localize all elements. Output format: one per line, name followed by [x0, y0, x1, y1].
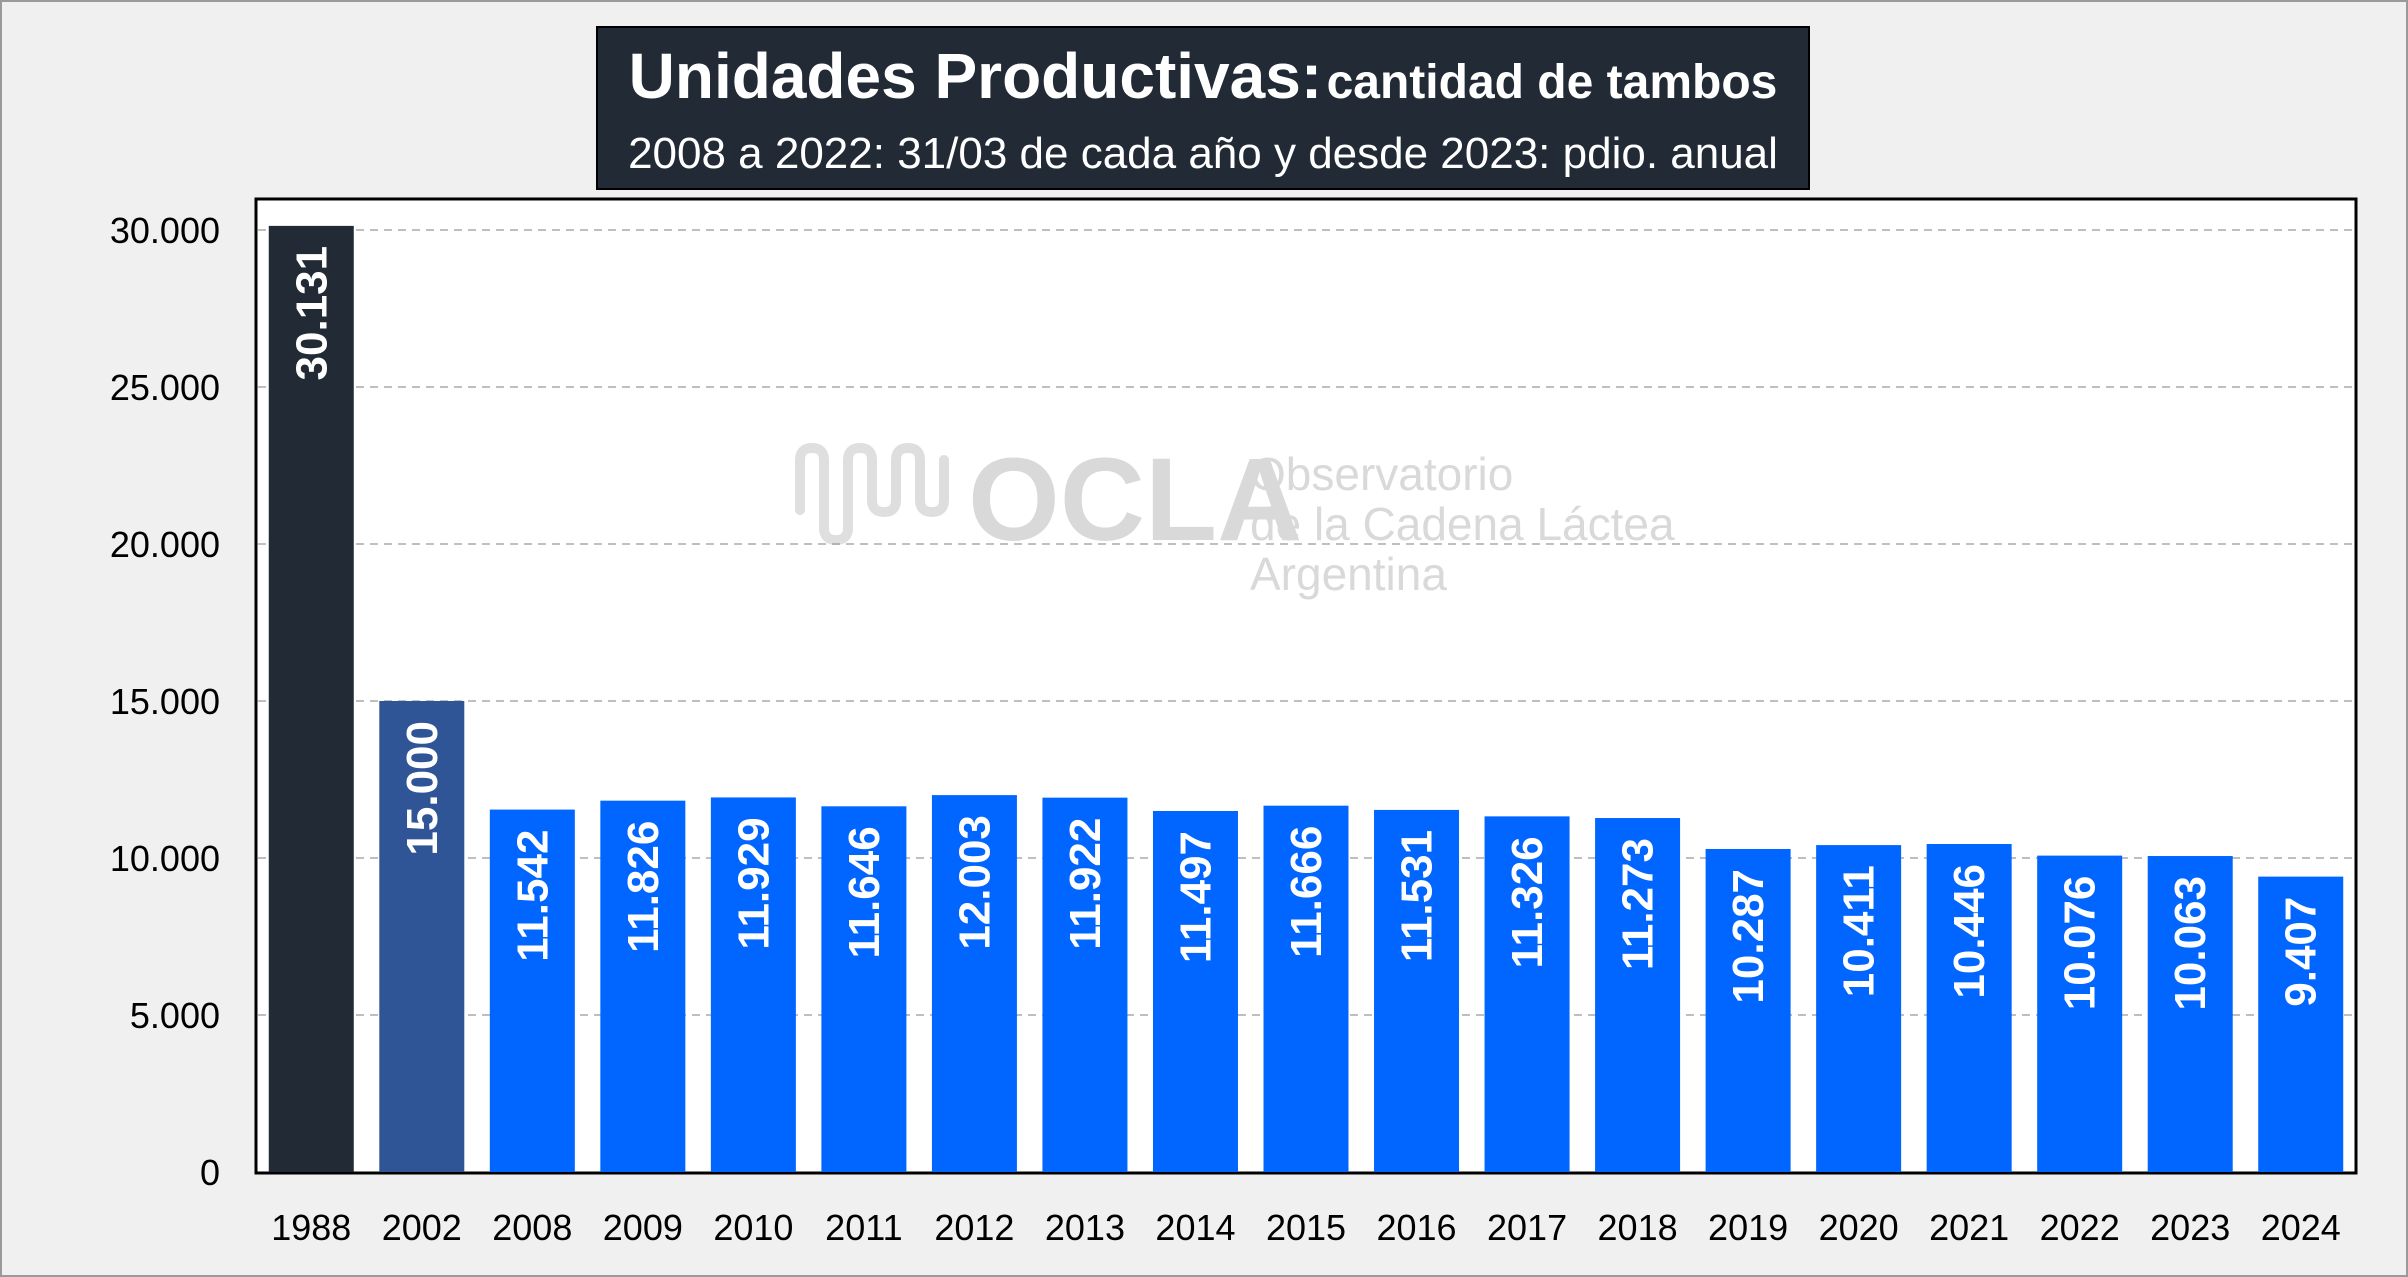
x-tick-label: 2020 — [1819, 1207, 1899, 1248]
bar-2016 — [1374, 809, 1460, 1172]
ocla-line-3: Argentina — [1250, 548, 1447, 600]
x-tick-label: 2014 — [1155, 1207, 1235, 1248]
bar-value-label: 11.531 — [1393, 830, 1442, 962]
x-tick-label: 2015 — [1266, 1207, 1346, 1248]
bar-2022 — [2037, 855, 2123, 1172]
x-tick-label: 2019 — [1708, 1207, 1788, 1248]
bars — [268, 225, 2344, 1172]
bar-value-label: 11.646 — [840, 826, 889, 958]
bar-value-label: 15.000 — [398, 721, 447, 856]
x-tick-label: 2024 — [2261, 1207, 2341, 1248]
bar-2014 — [1152, 810, 1238, 1172]
x-axis-ticks: 1988 2002 2008 2009 2010 2011 2012 2013 2014 2015… — [271, 1207, 2341, 1248]
bar-2013 — [1042, 797, 1128, 1172]
bar-value-label: 11.326 — [1503, 836, 1552, 968]
bar-value-label: 11.273 — [1614, 838, 1663, 970]
bar-value-label: 11.666 — [1282, 826, 1331, 958]
bar-2024 — [2258, 876, 2344, 1172]
x-tick-label: 2010 — [713, 1207, 793, 1248]
y-tick-label: 30.000 — [110, 210, 220, 251]
ocla-brand: OCLA — [968, 434, 1302, 566]
chart-subtitle: 2008 a 2022: 31/03 de cada año y desde 2… — [628, 129, 1778, 178]
y-tick-label: 0 — [200, 1152, 220, 1193]
bar-2010 — [710, 797, 796, 1172]
title-box: Unidades Productivas: cantidad de tambos… — [596, 26, 1810, 190]
bar-2019 — [1705, 848, 1791, 1172]
bar-value-label: 11.929 — [729, 817, 778, 949]
bar-value-label: 10.411 — [1835, 865, 1884, 997]
bar-2021 — [1926, 843, 2012, 1172]
x-tick-label: 2011 — [825, 1207, 902, 1248]
y-tick-label: 25.000 — [110, 367, 220, 408]
bar-2008 — [489, 809, 575, 1172]
x-tick-label: 2012 — [934, 1207, 1014, 1248]
x-tick-label: 1988 — [271, 1207, 351, 1248]
bar-value-label: 11.826 — [619, 821, 668, 953]
bar-value-label: 10.446 — [1945, 864, 1994, 999]
bar-2015 — [1263, 805, 1349, 1172]
data-labels: 30.131 15.000 11.542 11.826 11.929 11.646 12.0… — [287, 246, 2325, 1011]
x-tick-label: 2021 — [1929, 1207, 2009, 1248]
bar-2020 — [1816, 845, 1902, 1172]
x-tick-label: 2002 — [382, 1207, 462, 1248]
ocla-logo-icon — [795, 442, 949, 546]
bar-2011 — [821, 806, 907, 1172]
title-line: Unidades Productivas: cantidad de tambos — [598, 44, 1808, 108]
bar-value-label: 30.131 — [287, 246, 336, 381]
bar-2009 — [600, 800, 686, 1172]
x-tick-label: 2022 — [2040, 1207, 2120, 1248]
chart-title: Unidades Productivas: — [628, 40, 1323, 112]
y-tick-label: 5.000 — [130, 995, 220, 1036]
ocla-line-1: Observatorio — [1250, 448, 1513, 500]
bar-value-label: 11.922 — [1061, 818, 1110, 950]
bar-2018 — [1595, 818, 1681, 1172]
ocla-watermark: OCLA Observatorio de la Cadena Láctea Ar… — [795, 434, 1675, 600]
bar-value-label: 9.407 — [2277, 897, 2326, 1007]
x-tick-label: 2013 — [1045, 1207, 1125, 1248]
bar-2012 — [931, 795, 1017, 1172]
bar-2023 — [2147, 856, 2233, 1172]
y-tick-label: 10.000 — [110, 838, 220, 879]
bar-value-label: 12.003 — [950, 815, 999, 950]
bar-value-label: 10.076 — [2056, 876, 2105, 1011]
y-tick-label: 20.000 — [110, 524, 220, 565]
x-tick-label: 2023 — [2150, 1207, 2230, 1248]
bar-value-label: 11.542 — [508, 830, 557, 962]
x-tick-label: 2008 — [492, 1207, 572, 1248]
x-tick-label: 2018 — [1598, 1207, 1678, 1248]
y-tick-label: 15.000 — [110, 681, 220, 722]
bar-value-label: 10.063 — [2166, 876, 2215, 1011]
x-tick-label: 2017 — [1487, 1207, 1567, 1248]
x-tick-label: 2009 — [603, 1207, 683, 1248]
bar-value-label: 11.497 — [1171, 831, 1220, 963]
y-axis-ticks: 0 5.000 10.000 15.000 20.000 25.000 30.000 — [110, 210, 220, 1193]
x-tick-label: 2016 — [1376, 1207, 1456, 1248]
bar-2002 — [379, 701, 465, 1172]
chart-title-suffix: cantidad de tambos — [1326, 56, 1778, 109]
bar-value-label: 10.287 — [1724, 869, 1773, 1004]
bar-1988 — [268, 225, 354, 1172]
ocla-line-2: de la Cadena Láctea — [1250, 498, 1675, 550]
bar-2017 — [1484, 816, 1570, 1172]
